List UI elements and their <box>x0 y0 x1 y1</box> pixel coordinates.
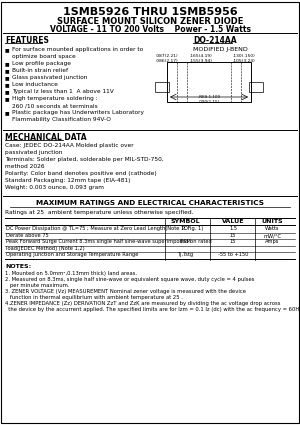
Text: Watts: Watts <box>265 226 279 231</box>
Text: ■: ■ <box>5 75 10 80</box>
Text: 1.5: 1.5 <box>229 226 237 231</box>
Text: 2. Measured on 8.3ms, single half sine-wave or equivalent square wave, duty cycl: 2. Measured on 8.3ms, single half sine-w… <box>5 277 254 282</box>
Text: ■: ■ <box>5 82 10 87</box>
Text: Amps: Amps <box>265 239 279 244</box>
Text: per minute maximum.: per minute maximum. <box>5 283 70 288</box>
Text: .130(.150): .130(.150) <box>233 54 256 58</box>
Text: .RES 1.100
.090(1.15): .RES 1.100 .090(1.15) <box>198 95 220 104</box>
Text: MAXIMUM RATINGS AND ELECTRICAL CHARACTERISTICS: MAXIMUM RATINGS AND ELECTRICAL CHARACTER… <box>36 200 264 206</box>
Text: .087(2.21): .087(2.21) <box>156 54 178 58</box>
Text: .105(3.24): .105(3.24) <box>233 59 256 63</box>
Text: For surface mounted applications in order to: For surface mounted applications in orde… <box>12 47 143 52</box>
Text: VALUE: VALUE <box>222 219 244 224</box>
Text: mW/°C: mW/°C <box>263 233 281 238</box>
Text: NOTES:: NOTES: <box>5 264 31 269</box>
Text: IFSM: IFSM <box>179 239 191 244</box>
Bar <box>249 82 263 92</box>
Text: ■: ■ <box>5 47 10 52</box>
Text: -55 to +150: -55 to +150 <box>218 252 248 257</box>
Text: High temperature soldering :: High temperature soldering : <box>12 96 98 101</box>
Bar <box>155 82 169 92</box>
Text: Typical Iz less than 1  A above 11V: Typical Iz less than 1 A above 11V <box>12 89 114 94</box>
Text: MODIFIED J-BEND: MODIFIED J-BEND <box>193 47 248 52</box>
Text: ■: ■ <box>5 61 10 66</box>
Text: the device by the accurrent applied. The specified limits are for Izm = 0.1 Iz (: the device by the accurrent applied. The… <box>5 307 300 312</box>
Text: 1SMB5926 THRU 1SMB5956: 1SMB5926 THRU 1SMB5956 <box>63 7 237 17</box>
Text: 15: 15 <box>230 239 236 244</box>
Text: Plastic package has Underwriters Laboratory: Plastic package has Underwriters Laborat… <box>12 110 144 115</box>
Text: FEATURES: FEATURES <box>5 36 49 45</box>
Text: 3. ZENER VOLTAGE (Vz) MEASUREMENT Nominal zener voltage is measured with the dev: 3. ZENER VOLTAGE (Vz) MEASUREMENT Nomina… <box>5 289 246 294</box>
Text: Low inductance: Low inductance <box>12 82 58 87</box>
Text: Low profile package: Low profile package <box>12 61 71 66</box>
Text: .165(4.19): .165(4.19) <box>190 54 213 58</box>
Text: Ratings at 25  ambient temperature unless otherwise specified.: Ratings at 25 ambient temperature unless… <box>5 210 194 215</box>
Text: 1. Mounted on 5.0mm²,0.13mm thick) land areas.: 1. Mounted on 5.0mm²,0.13mm thick) land … <box>5 271 137 276</box>
Text: UNITS: UNITS <box>261 219 283 224</box>
Text: Weight: 0.003 ounce, 0.093 gram: Weight: 0.003 ounce, 0.093 gram <box>5 185 104 190</box>
Text: VOLTAGE - 11 TO 200 Volts    Power - 1.5 Watts: VOLTAGE - 11 TO 200 Volts Power - 1.5 Wa… <box>50 25 250 34</box>
Text: Terminals: Solder plated, solderable per MIL-STD-750,: Terminals: Solder plated, solderable per… <box>5 157 164 162</box>
Text: PD: PD <box>182 226 188 231</box>
Text: MECHANICAL DATA: MECHANICAL DATA <box>5 133 87 142</box>
Text: Flammability Classification 94V-O: Flammability Classification 94V-O <box>12 117 111 122</box>
Text: ■: ■ <box>5 110 10 115</box>
Text: passivated junction: passivated junction <box>5 150 62 155</box>
Text: 15: 15 <box>230 233 236 238</box>
Text: Case: JEDEC DO-214AA Molded plastic over: Case: JEDEC DO-214AA Molded plastic over <box>5 143 134 148</box>
Text: load(JEDEC Method) (Note 1,2): load(JEDEC Method) (Note 1,2) <box>6 246 85 251</box>
Text: ■: ■ <box>5 89 10 94</box>
Text: TJ,Tstg: TJ,Tstg <box>177 252 193 257</box>
Text: DO-214AA: DO-214AA <box>193 36 237 45</box>
Text: SURFACE MOUNT SILICON ZENER DIODE: SURFACE MOUNT SILICON ZENER DIODE <box>57 17 243 26</box>
Text: method 2026: method 2026 <box>5 164 44 169</box>
Text: Standard Packaging: 12mm tape (EIA-481): Standard Packaging: 12mm tape (EIA-481) <box>5 178 130 183</box>
Text: ■: ■ <box>5 96 10 101</box>
Text: ■: ■ <box>5 68 10 73</box>
Text: SYMBOL: SYMBOL <box>170 219 200 224</box>
Text: 260 /10 seconds at terminals: 260 /10 seconds at terminals <box>12 103 98 108</box>
Text: DC Power Dissipation @ TL=75 ; Measure at Zero Lead Length(Note 1, Fig. 1): DC Power Dissipation @ TL=75 ; Measure a… <box>6 226 203 231</box>
Text: Derate above 75: Derate above 75 <box>6 233 49 238</box>
Text: Operating Junction and Storage Temperature Range: Operating Junction and Storage Temperatu… <box>6 252 138 257</box>
Text: .155(3.94): .155(3.94) <box>190 59 213 63</box>
Text: optimize board space: optimize board space <box>12 54 76 59</box>
Text: Peak Forward Surge Current 8.3ms single half sine-wave superimposed on rated: Peak Forward Surge Current 8.3ms single … <box>6 239 212 244</box>
Text: Polarity: Color band denotes positive end (cathode): Polarity: Color band denotes positive en… <box>5 171 157 176</box>
Text: Built-in strain relief: Built-in strain relief <box>12 68 68 73</box>
Text: 4.ZENER IMPEDANCE (Zz) DERIVATION ZzT and ZzK are measured by dividing the ac vo: 4.ZENER IMPEDANCE (Zz) DERIVATION ZzT an… <box>5 301 281 306</box>
Bar <box>167 62 251 102</box>
Text: .086(2.17): .086(2.17) <box>156 59 178 63</box>
Text: Glass passivated junction: Glass passivated junction <box>12 75 87 80</box>
Text: function in thermal equilibrium with ambient temperature at 25 .: function in thermal equilibrium with amb… <box>5 295 183 300</box>
